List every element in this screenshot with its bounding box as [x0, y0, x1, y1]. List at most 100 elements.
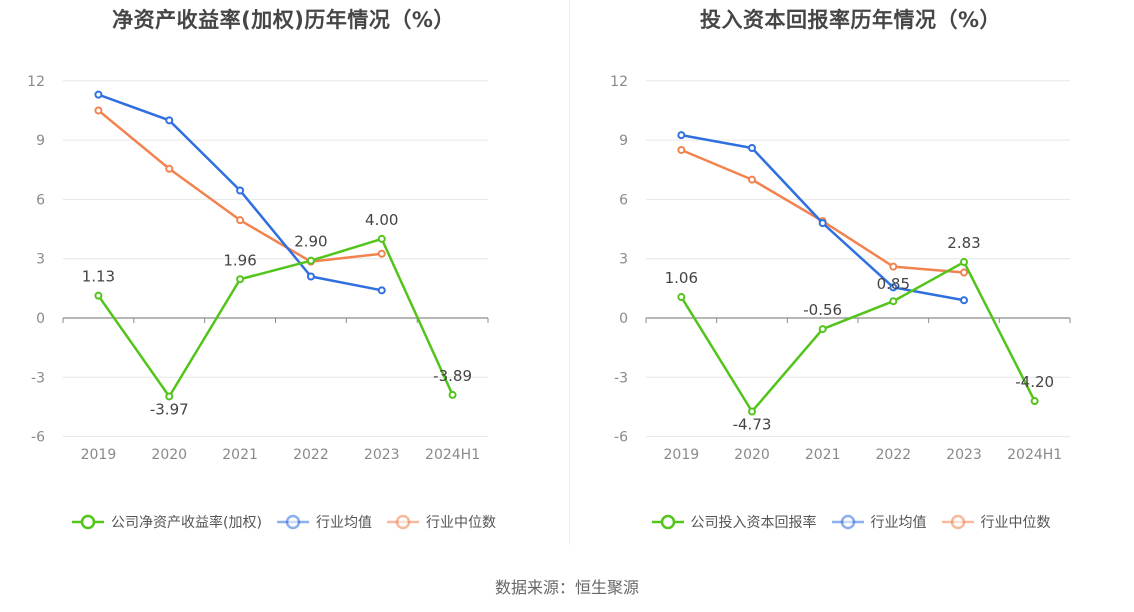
x-tick-label: 2019 [81, 447, 117, 463]
legend-circle [80, 514, 96, 530]
legend-marker-icon [831, 514, 864, 530]
data-label: 0.85 [877, 275, 910, 293]
data-label: -4.73 [733, 415, 772, 433]
data-point [748, 144, 756, 153]
legend-label: 行业均值 [870, 515, 927, 531]
data-point [236, 216, 245, 225]
data-label: 4.00 [365, 211, 398, 229]
series-line [680, 260, 1036, 413]
data-label: -3.97 [150, 400, 189, 418]
series-line [97, 109, 382, 263]
data-point [377, 234, 386, 243]
y-tick-label: -6 [31, 430, 45, 446]
legend-label: 行业均值 [315, 515, 372, 531]
roe-line-chart: -6 -3 0 3 6 9 12 2019 2020 2021 2022 2023 2024H1 1.13… [27, 74, 489, 463]
data-label: -0.56 [803, 301, 842, 319]
chart-title: 净资产收益率(加权)历年情况（%） [112, 8, 455, 32]
roe-chart-panel: 净资产收益率(加权)历年情况（%） -6 -3 0 3 6 9 12 2019 2020 2021… [0, 0, 567, 560]
data-source-note: 数据来源：恒生聚源 [494, 578, 639, 597]
y-tick-label: 9 [619, 133, 628, 149]
legend-circle [950, 514, 965, 530]
legend-label: 公司投入资本回报率 [690, 515, 817, 531]
data-point [677, 145, 686, 154]
x-tick-label: 2021 [222, 447, 258, 463]
legend-label: 行业中位数 [980, 515, 1051, 531]
data-point [94, 106, 103, 115]
legend-circle [660, 514, 675, 530]
y-tick-label: 0 [36, 311, 45, 327]
y-tick-label: -3 [614, 370, 628, 386]
data-point [818, 219, 827, 228]
panel-divider [569, 0, 570, 545]
data-point [448, 390, 457, 399]
data-label: -4.20 [1015, 373, 1054, 391]
data-point [960, 268, 968, 277]
data-point [236, 275, 245, 284]
legend-marker-icon [941, 514, 974, 530]
data-point [94, 90, 103, 99]
data-point [306, 272, 315, 281]
y-tick-label: -6 [614, 430, 628, 446]
data-point [748, 407, 756, 416]
data-point [960, 258, 968, 267]
y-tick-label: 3 [619, 252, 628, 268]
x-tick-label: 2024H1 [1007, 447, 1062, 463]
data-label: 1.96 [223, 251, 256, 269]
data-point [748, 175, 756, 184]
legend-item[interactable]: 公司投入资本回报率 [651, 512, 817, 532]
data-point [960, 296, 968, 305]
y-tick-label: 6 [619, 192, 628, 208]
x-tick-label: 2023 [946, 447, 982, 463]
y-tick-label: -3 [31, 370, 45, 386]
y-tick-label: 0 [619, 311, 628, 327]
legend-circle [285, 514, 301, 530]
data-point [818, 325, 827, 334]
data-point [889, 262, 898, 271]
data-point [889, 297, 898, 306]
legend-marker-icon [72, 514, 105, 530]
legend-item[interactable]: 行业中位数 [386, 512, 496, 532]
legend-label: 行业中位数 [425, 515, 496, 531]
data-point [377, 249, 386, 258]
roic-chart-panel: 投入资本回报率历年情况（%） -6 -3 0 3 6 9 12 2019 2020 2021 202… [567, 0, 1134, 560]
y-tick-label: 3 [36, 252, 45, 268]
data-label: 1.13 [82, 268, 115, 286]
legend-item[interactable]: 行业均值 [276, 512, 372, 532]
chart-legend: 公司净资产收益率(加权) 行业均值 行业中位数 [0, 510, 567, 534]
y-tick-label: 12 [610, 74, 628, 90]
legend-marker-icon [276, 514, 309, 530]
legend-item[interactable]: 公司净资产收益率(加权) [71, 512, 262, 532]
data-point [1030, 397, 1039, 406]
data-point [889, 283, 898, 292]
y-tick-label: 6 [36, 192, 45, 208]
data-label: 2.83 [947, 234, 980, 252]
legend-item[interactable]: 行业均值 [831, 512, 927, 532]
x-tick-label: 2023 [364, 447, 400, 463]
series-line [97, 237, 454, 398]
data-point [236, 186, 245, 195]
x-tick-label: 2020 [151, 447, 187, 463]
y-tick-label: 9 [36, 133, 45, 149]
legend-marker-icon [386, 514, 419, 530]
x-tick-label: 2021 [805, 447, 841, 463]
data-point [677, 293, 686, 302]
roic-line-chart: -6 -3 0 3 6 9 12 2019 2020 2021 2022 2023 2024H1 1.06… [610, 74, 1071, 463]
data-point [94, 291, 103, 300]
legend-marker-icon [651, 514, 684, 530]
data-point [165, 164, 174, 173]
data-point [306, 256, 315, 265]
data-point [165, 392, 174, 401]
series-line [680, 148, 965, 274]
data-point [165, 116, 174, 125]
legend-circle [395, 514, 411, 530]
x-tick-label: 2019 [664, 447, 700, 463]
x-tick-label: 2024H1 [425, 447, 480, 463]
data-label: -3.89 [433, 367, 472, 385]
legend-label: 公司净资产收益率(加权) [111, 515, 262, 531]
chart-legend: 公司投入资本回报率 行业均值 行业中位数 [567, 510, 1134, 534]
chart-title: 投入资本回报率历年情况（%） [699, 8, 1002, 32]
x-tick-label: 2022 [876, 447, 912, 463]
x-tick-label: 2022 [293, 447, 329, 463]
legend-item[interactable]: 行业中位数 [941, 512, 1051, 532]
data-point [377, 286, 386, 295]
